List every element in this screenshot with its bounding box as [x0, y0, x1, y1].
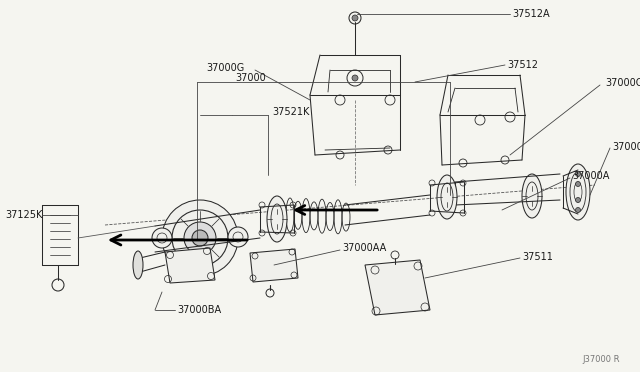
Text: 37000G: 37000G [605, 78, 640, 88]
Circle shape [352, 75, 358, 81]
Circle shape [575, 182, 580, 186]
Text: 37000: 37000 [235, 73, 266, 83]
Polygon shape [250, 249, 298, 282]
Text: 37512: 37512 [507, 60, 538, 70]
Circle shape [228, 227, 248, 247]
Ellipse shape [437, 175, 457, 219]
Text: 37000G: 37000G [207, 63, 245, 73]
Ellipse shape [267, 196, 287, 242]
Text: J37000 R: J37000 R [582, 356, 620, 365]
Circle shape [575, 208, 580, 212]
Text: 37512A: 37512A [512, 9, 550, 19]
Text: 37511: 37511 [522, 252, 553, 262]
Ellipse shape [522, 174, 542, 218]
Ellipse shape [133, 251, 143, 279]
Text: 37000AA: 37000AA [342, 243, 387, 253]
Circle shape [192, 230, 208, 246]
Circle shape [184, 222, 216, 254]
Polygon shape [365, 260, 430, 315]
Text: 37000BA: 37000BA [177, 305, 221, 315]
Polygon shape [165, 248, 215, 283]
Text: 37521K: 37521K [272, 107, 309, 117]
Text: 37000B: 37000B [612, 142, 640, 152]
Circle shape [575, 171, 580, 176]
Text: 37125K: 37125K [5, 210, 42, 220]
Text: 37000A: 37000A [572, 171, 609, 181]
Circle shape [575, 198, 580, 202]
Ellipse shape [566, 164, 590, 220]
Circle shape [152, 228, 172, 248]
Circle shape [162, 200, 238, 276]
Circle shape [352, 15, 358, 21]
